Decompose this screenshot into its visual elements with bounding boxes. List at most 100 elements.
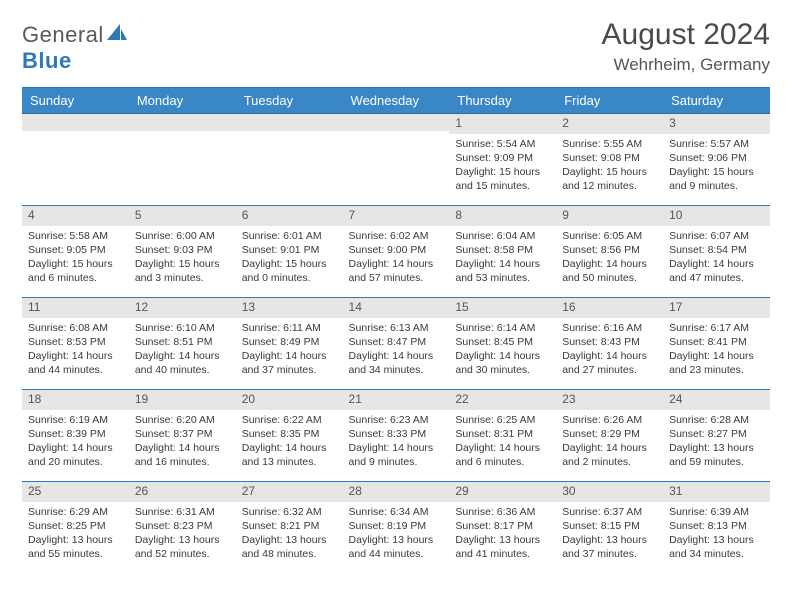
daylight-text-1: Daylight: 14 hours [242,349,337,363]
sunset-text: Sunset: 8:56 PM [562,243,657,257]
daylight-text-1: Daylight: 13 hours [455,533,550,547]
sunrise-text: Sunrise: 5:55 AM [562,137,657,151]
calendar-day-cell: 28Sunrise: 6:34 AMSunset: 8:19 PMDayligh… [343,482,450,574]
sunset-text: Sunset: 8:21 PM [242,519,337,533]
sunset-text: Sunset: 8:31 PM [455,427,550,441]
sunset-text: Sunset: 9:08 PM [562,151,657,165]
day-number: 15 [449,298,556,318]
day-details: Sunrise: 6:39 AMSunset: 8:13 PMDaylight:… [663,502,770,566]
daylight-text-2: and 59 minutes. [669,455,764,469]
day-header: Tuesday [236,88,343,114]
day-number: 7 [343,206,450,226]
daylight-text-2: and 34 minutes. [349,363,444,377]
calendar-day-cell: 20Sunrise: 6:22 AMSunset: 8:35 PMDayligh… [236,390,343,482]
day-details: Sunrise: 6:25 AMSunset: 8:31 PMDaylight:… [449,410,556,474]
brand-blue: Blue [22,48,72,73]
calendar-day-cell: 3Sunrise: 5:57 AMSunset: 9:06 PMDaylight… [663,114,770,206]
day-number: 21 [343,390,450,410]
sunrise-text: Sunrise: 6:25 AM [455,413,550,427]
daylight-text-2: and 40 minutes. [135,363,230,377]
day-number: 25 [22,482,129,502]
day-number: 8 [449,206,556,226]
daylight-text-2: and 9 minutes. [669,179,764,193]
day-number [236,114,343,131]
day-number [129,114,236,131]
daylight-text-2: and 34 minutes. [669,547,764,561]
sunset-text: Sunset: 8:41 PM [669,335,764,349]
daylight-text-1: Daylight: 14 hours [349,349,444,363]
sunrise-text: Sunrise: 6:29 AM [28,505,123,519]
sunrise-text: Sunrise: 6:04 AM [455,229,550,243]
day-details: Sunrise: 6:04 AMSunset: 8:58 PMDaylight:… [449,226,556,290]
sunrise-text: Sunrise: 5:58 AM [28,229,123,243]
sunrise-text: Sunrise: 6:17 AM [669,321,764,335]
daylight-text-2: and 9 minutes. [349,455,444,469]
day-details: Sunrise: 6:22 AMSunset: 8:35 PMDaylight:… [236,410,343,474]
day-details: Sunrise: 6:11 AMSunset: 8:49 PMDaylight:… [236,318,343,382]
day-number: 11 [22,298,129,318]
calendar-day-cell: 12Sunrise: 6:10 AMSunset: 8:51 PMDayligh… [129,298,236,390]
sunrise-text: Sunrise: 6:10 AM [135,321,230,335]
sunrise-text: Sunrise: 6:07 AM [669,229,764,243]
daylight-text-1: Daylight: 14 hours [562,441,657,455]
calendar-day-cell: 2Sunrise: 5:55 AMSunset: 9:08 PMDaylight… [556,114,663,206]
sail-icon [107,24,127,42]
day-number: 5 [129,206,236,226]
day-number [343,114,450,131]
sunset-text: Sunset: 8:35 PM [242,427,337,441]
sunset-text: Sunset: 8:53 PM [28,335,123,349]
day-number: 2 [556,114,663,134]
sunset-text: Sunset: 8:45 PM [455,335,550,349]
daylight-text-1: Daylight: 14 hours [242,441,337,455]
day-details: Sunrise: 6:31 AMSunset: 8:23 PMDaylight:… [129,502,236,566]
daylight-text-1: Daylight: 14 hours [28,349,123,363]
sunset-text: Sunset: 9:01 PM [242,243,337,257]
sunset-text: Sunset: 9:05 PM [28,243,123,257]
daylight-text-2: and 27 minutes. [562,363,657,377]
day-details: Sunrise: 5:58 AMSunset: 9:05 PMDaylight:… [22,226,129,290]
day-details: Sunrise: 5:54 AMSunset: 9:09 PMDaylight:… [449,134,556,198]
calendar-day-cell: 7Sunrise: 6:02 AMSunset: 9:00 PMDaylight… [343,206,450,298]
day-details: Sunrise: 6:20 AMSunset: 8:37 PMDaylight:… [129,410,236,474]
brand-general: General [22,22,104,47]
daylight-text-2: and 2 minutes. [562,455,657,469]
day-number: 31 [663,482,770,502]
calendar-day-cell: 18Sunrise: 6:19 AMSunset: 8:39 PMDayligh… [22,390,129,482]
daylight-text-2: and 52 minutes. [135,547,230,561]
daylight-text-1: Daylight: 14 hours [349,441,444,455]
sunrise-text: Sunrise: 6:22 AM [242,413,337,427]
day-details: Sunrise: 6:14 AMSunset: 8:45 PMDaylight:… [449,318,556,382]
daylight-text-2: and 47 minutes. [669,271,764,285]
sunrise-text: Sunrise: 6:19 AM [28,413,123,427]
sunrise-text: Sunrise: 6:05 AM [562,229,657,243]
daylight-text-1: Daylight: 13 hours [562,533,657,547]
sunset-text: Sunset: 8:58 PM [455,243,550,257]
daylight-text-2: and 16 minutes. [135,455,230,469]
day-number: 19 [129,390,236,410]
sunset-text: Sunset: 8:15 PM [562,519,657,533]
calendar-week-row: 25Sunrise: 6:29 AMSunset: 8:25 PMDayligh… [22,482,770,574]
daylight-text-1: Daylight: 14 hours [135,349,230,363]
day-number: 29 [449,482,556,502]
day-details: Sunrise: 6:13 AMSunset: 8:47 PMDaylight:… [343,318,450,382]
daylight-text-2: and 48 minutes. [242,547,337,561]
daylight-text-1: Daylight: 15 hours [28,257,123,271]
day-number: 30 [556,482,663,502]
calendar-day-cell: 4Sunrise: 5:58 AMSunset: 9:05 PMDaylight… [22,206,129,298]
calendar-week-row: 18Sunrise: 6:19 AMSunset: 8:39 PMDayligh… [22,390,770,482]
day-details: Sunrise: 6:34 AMSunset: 8:19 PMDaylight:… [343,502,450,566]
day-number: 4 [22,206,129,226]
sunrise-text: Sunrise: 6:11 AM [242,321,337,335]
sunset-text: Sunset: 9:03 PM [135,243,230,257]
daylight-text-2: and 37 minutes. [562,547,657,561]
day-details: Sunrise: 6:16 AMSunset: 8:43 PMDaylight:… [556,318,663,382]
day-details: Sunrise: 6:01 AMSunset: 9:01 PMDaylight:… [236,226,343,290]
daylight-text-1: Daylight: 13 hours [349,533,444,547]
day-number: 26 [129,482,236,502]
day-details: Sunrise: 6:00 AMSunset: 9:03 PMDaylight:… [129,226,236,290]
calendar-week-row: 4Sunrise: 5:58 AMSunset: 9:05 PMDaylight… [22,206,770,298]
day-number: 24 [663,390,770,410]
sunset-text: Sunset: 8:27 PM [669,427,764,441]
day-details: Sunrise: 6:05 AMSunset: 8:56 PMDaylight:… [556,226,663,290]
sunrise-text: Sunrise: 6:16 AM [562,321,657,335]
